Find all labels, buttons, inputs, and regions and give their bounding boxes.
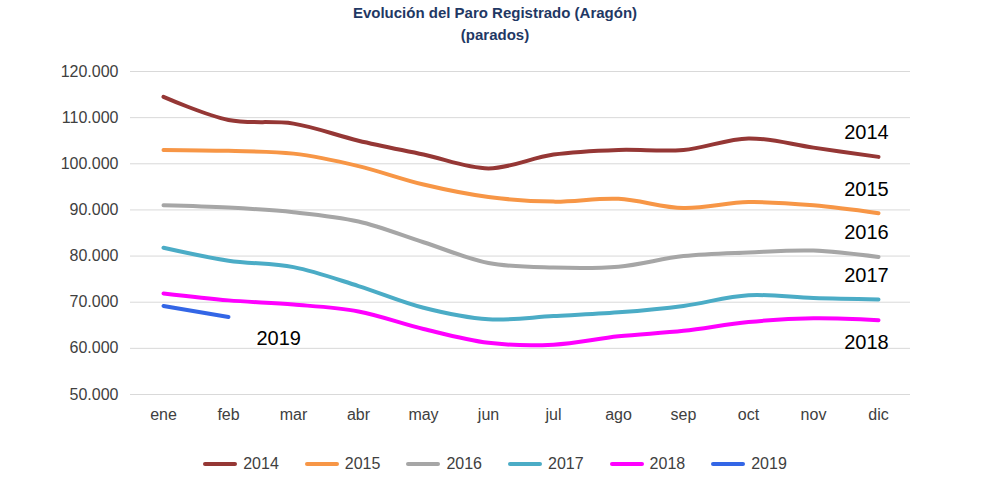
svg-text:50.000: 50.000 — [70, 386, 119, 403]
html-text:(parados): (parados) — [460, 26, 530, 43]
html-text:2018: 2018 — [649, 455, 686, 472]
svg-text:2018: 2018 — [844, 331, 889, 353]
svg-text:110.000: 110.000 — [62, 109, 119, 126]
html-text:2017: 2017 — [548, 455, 584, 472]
svg-text:2016: 2016 — [844, 221, 889, 243]
svg-text:feb: feb — [217, 406, 239, 423]
svg-text:120.000: 120.000 — [61, 63, 119, 80]
svg-text:ene: ene — [150, 406, 177, 423]
svg-text:mar: mar — [280, 406, 308, 423]
html-text:2015: 2015 — [344, 455, 381, 472]
svg-text:100.000: 100.000 — [61, 155, 119, 172]
svg-text:jun: jun — [477, 406, 499, 423]
svg-text:oct: oct — [738, 406, 760, 423]
svg-text:2019: 2019 — [257, 327, 302, 349]
svg-text:2017: 2017 — [844, 264, 889, 286]
svg-text:may: may — [408, 406, 438, 423]
svg-text:jul: jul — [544, 406, 561, 423]
svg-text:70.000: 70.000 — [70, 293, 119, 310]
svg-text:2014: 2014 — [844, 121, 889, 143]
svg-text:60.000: 60.000 — [70, 339, 119, 356]
svg-text:dic: dic — [868, 406, 888, 423]
html-text:2016: 2016 — [446, 455, 482, 472]
svg-text:sep: sep — [671, 406, 697, 423]
html-text:2014: 2014 — [243, 455, 279, 472]
svg-text:ago: ago — [605, 406, 632, 423]
svg-text:2015: 2015 — [844, 178, 889, 200]
html-text:Evolución del Paro Registrado: Evolución del Paro Registrado (Aragón) — [352, 4, 638, 21]
svg-text:90.000: 90.000 — [70, 201, 119, 218]
svg-text:abr: abr — [347, 406, 371, 423]
svg-text:nov: nov — [801, 406, 827, 423]
html-text:2019: 2019 — [751, 455, 787, 472]
svg-text:80.000: 80.000 — [70, 247, 119, 264]
